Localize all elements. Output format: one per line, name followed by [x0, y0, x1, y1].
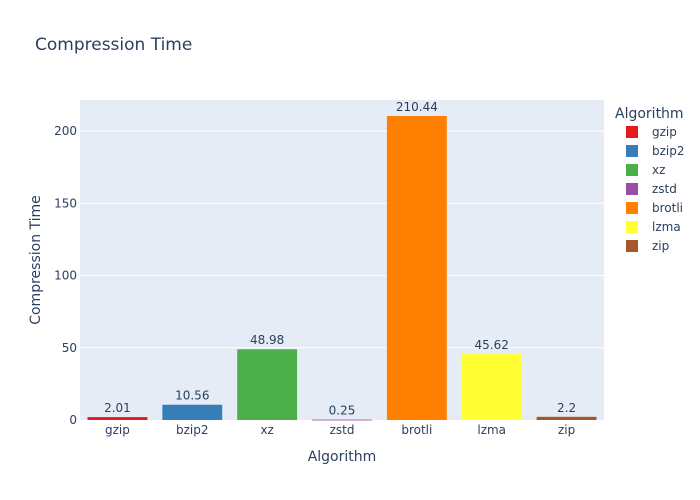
y-tick-label: 100: [54, 269, 77, 283]
chart-title: Compression Time: [35, 35, 192, 55]
legend-item-zstd: zstd: [652, 182, 677, 196]
bar-label-brotli: 210.44: [396, 100, 438, 114]
x-tick-label: zstd: [330, 423, 355, 437]
x-axis: gzip bzip2 xz zstd brotli lzma zip: [105, 423, 575, 437]
bar-label-gzip: 2.01: [104, 401, 131, 415]
y-tick-label: 150: [54, 196, 77, 210]
plot-area: [80, 100, 604, 420]
legend-item-gzip: gzip: [652, 125, 677, 139]
legend-item-zip: zip: [652, 239, 669, 253]
legend-swatch-zip: [626, 240, 638, 252]
y-tick-label: 50: [62, 341, 77, 355]
legend-item-xz: xz: [652, 163, 665, 177]
bar-label-bzip2: 10.56: [175, 389, 209, 403]
y-axis-title: Compression Time: [28, 195, 44, 325]
legend-swatch-lzma: [626, 221, 638, 233]
legend-swatch-bzip2: [626, 145, 638, 157]
bar-lzma: [461, 354, 522, 420]
y-axis: 0 50 100 150 200: [54, 124, 77, 427]
legend-title: Algorithm: [615, 106, 684, 122]
y-tick-label: 0: [69, 413, 77, 427]
x-tick-label: bzip2: [176, 423, 209, 437]
legend-swatch-xz: [626, 164, 638, 176]
legend-swatch-gzip: [626, 126, 638, 138]
bars: [87, 115, 597, 421]
x-axis-title: Algorithm: [308, 449, 377, 465]
x-tick-label: lzma: [477, 423, 506, 437]
bar-xz: [237, 349, 298, 420]
x-tick-label: zip: [558, 423, 575, 437]
bar-zstd: [312, 419, 372, 421]
legend-item-brotli: brotli: [652, 201, 683, 215]
x-tick-label: xz: [260, 423, 273, 437]
legend-item-bzip2: bzip2: [652, 144, 685, 158]
bar-gzip: [87, 417, 148, 420]
legend-swatch-brotli: [626, 202, 638, 214]
bar-brotli: [386, 115, 447, 420]
bar-bzip2: [162, 404, 223, 420]
legend: Algorithm gzip bzip2 xz zstd brotli lzma zip: [615, 106, 685, 253]
bar-zip: [536, 416, 597, 420]
bar-labels: 2.01 10.56 48.98 0.25 210.44 45.62 2.2: [104, 100, 576, 418]
bar-label-xz: 48.98: [250, 333, 284, 347]
legend-swatch-zstd: [626, 183, 638, 195]
gridlines: [80, 130, 604, 349]
legend-item-lzma: lzma: [652, 220, 681, 234]
x-tick-label: brotli: [401, 423, 432, 437]
x-tick-label: gzip: [105, 423, 130, 437]
bar-label-lzma: 45.62: [475, 338, 509, 352]
bar-label-zstd: 0.25: [329, 404, 356, 418]
y-tick-label: 200: [54, 124, 77, 138]
bar-label-zip: 2.2: [557, 401, 576, 415]
